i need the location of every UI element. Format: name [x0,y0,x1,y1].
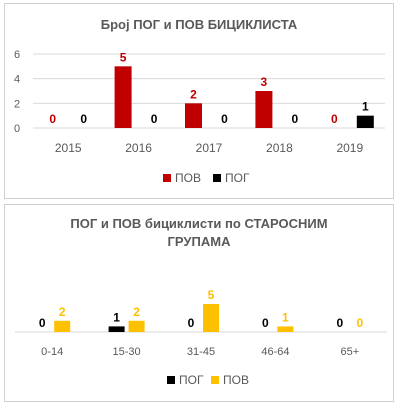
bar-ПОВ [203,304,219,332]
data-label: 0 [331,112,338,126]
y-tick-label: 2 [14,98,20,110]
bar-ПОВ [185,103,202,128]
bar-ПОГ [356,115,374,128]
bar-ПОГ [108,326,125,332]
data-label: 2 [59,305,66,319]
x-tick-label: 2017 [196,141,223,155]
data-label: 0 [188,316,195,330]
y-tick-label: 0 [14,123,20,135]
data-label: 1 [362,100,369,114]
data-label: 1 [282,310,289,324]
data-label: 3 [261,75,268,89]
y-tick-label: 6 [14,49,20,61]
data-label: 0 [292,112,299,126]
x-tick-label: 0-14 [41,346,63,358]
data-label: 0 [49,112,56,126]
legend-label: ПОГ [225,171,250,185]
data-label: 0 [151,112,158,126]
chart-panel-age-groups: ПОГ и ПОВ бициклисти по СТАРОСНИМ ГРУПАМ… [4,204,394,402]
bar-ПОВ [277,326,294,332]
data-label: 5 [208,288,215,302]
x-tick-label: 2015 [55,141,82,155]
legend-label: ПОВ [223,373,249,387]
x-tick-label: 65+ [340,346,359,358]
data-label: 2 [133,305,140,319]
x-tick-label: 2019 [336,141,363,155]
legend-swatch [167,376,175,384]
y-tick-label: 4 [14,74,20,86]
bar-ПОВ [255,91,273,128]
x-tick-label: 46-64 [261,346,289,358]
x-tick-label: 2018 [266,141,293,155]
chart-title-line-1: ПОГ и ПОВ бициклисти по СТАРОСНИМ [70,216,328,231]
data-label: 0 [80,112,87,126]
data-label: 0 [356,316,363,330]
data-label: 0 [336,316,343,330]
data-label: 0 [221,112,228,126]
chart-yearly-svg: 0 2 4 6 0 0 2015 5 0 2016 2 0 2017 3 0 2018 0 1 2019 ПОВ ПОГ [14,49,385,185]
data-label: 5 [120,50,127,64]
data-label: 1 [113,310,120,324]
data-label: 2 [190,87,197,101]
x-tick-label: 2016 [125,141,152,155]
chart-panel-yearly: Број ПОГ и ПОВ БИЦИКЛИСТА 0 2 4 6 0 0 2015 5 0 20… [4,3,394,199]
legend-swatch [211,376,219,384]
chart-title: Број ПОГ и ПОВ БИЦИКЛИСТА [100,17,298,32]
x-tick-label: 31-45 [187,346,215,358]
data-label: 0 [262,316,269,330]
bar-ПОВ [54,320,71,332]
legend-label: ПОВ [175,171,201,185]
chart-title-line-2: ГРУПАМА [167,234,231,249]
legend-swatch [163,174,171,182]
bar-ПОВ [128,320,145,332]
legend-label: ПОГ [179,373,204,387]
x-tick-label: 15-30 [113,346,141,358]
legend-swatch [213,174,221,182]
data-label: 0 [39,316,46,330]
bar-ПОВ [114,66,132,128]
